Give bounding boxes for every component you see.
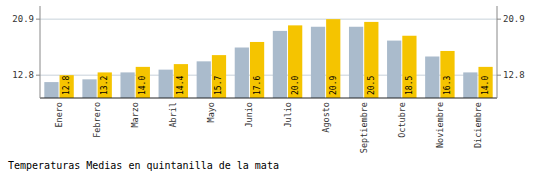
chart: 12.8 13.2 14.0 14.4 15.7 17.6 20.0 20.9 20.5 18.5… xyxy=(0,0,537,174)
x-tick-label: Noviembre xyxy=(435,102,445,148)
data-label: 17.6 xyxy=(253,76,262,95)
bar xyxy=(402,36,416,98)
bar xyxy=(440,51,454,98)
x-tick-label: Enero xyxy=(54,102,64,128)
x-tick-label: Agosto xyxy=(321,102,331,133)
y2-tick xyxy=(497,75,501,76)
bar xyxy=(250,42,264,98)
data-label: 13.2 xyxy=(100,76,109,95)
chart-container: 12.8 13.2 14.0 14.4 15.7 17.6 20.0 20.9 20.5 18.5… xyxy=(0,0,537,174)
bar xyxy=(98,72,112,98)
y2-axis-line xyxy=(497,6,498,98)
bar xyxy=(235,48,249,98)
data-label: 12.8 xyxy=(62,76,71,95)
grid-line xyxy=(40,19,497,20)
bar xyxy=(136,67,150,98)
bar xyxy=(273,31,287,98)
x-tick-label: Junio xyxy=(244,102,254,128)
y-tick-label: 20.9 xyxy=(12,14,34,24)
data-label: 20.5 xyxy=(367,76,376,95)
x-axis-line xyxy=(40,98,497,99)
x-tick-label: Mayo xyxy=(206,102,216,122)
y2-tick xyxy=(497,19,501,20)
y-tick-label: 12.8 xyxy=(12,70,34,80)
bar xyxy=(349,27,363,98)
y-axis-line xyxy=(40,6,41,98)
data-label: 14.0 xyxy=(481,76,490,95)
title: Temperaturas Medias en quintanilla de la… xyxy=(8,160,279,171)
x-tick-label: Febrero xyxy=(92,102,102,138)
data-label: 14.4 xyxy=(176,76,185,95)
x-tick-label: Diciembre xyxy=(473,102,483,148)
bar xyxy=(425,56,439,98)
bar xyxy=(387,41,401,98)
bar xyxy=(463,72,477,98)
bar xyxy=(60,75,74,98)
data-label: 20.9 xyxy=(329,76,338,95)
data-label: 14.0 xyxy=(138,76,147,95)
bars xyxy=(44,19,492,98)
x-tick-label: Septiembre xyxy=(359,102,369,153)
x-tick-label: Julio xyxy=(283,102,293,128)
x-tick-label: Abril xyxy=(168,102,178,128)
data-label: 18.5 xyxy=(405,76,414,95)
bar xyxy=(288,25,302,98)
bar xyxy=(197,61,211,98)
data-label: 16.3 xyxy=(443,76,452,95)
bar xyxy=(82,79,96,98)
data-label: 15.7 xyxy=(214,76,223,95)
bar xyxy=(326,19,340,98)
y2-tick-label: 20.9 xyxy=(503,14,525,24)
bar xyxy=(120,72,134,98)
bar xyxy=(478,67,492,98)
page: {"chart_data": {"type": "bar", "title": … xyxy=(0,0,537,174)
y-tick xyxy=(36,75,40,76)
x-tick-label: Marzo xyxy=(130,102,140,128)
x-tick-label: Octubre xyxy=(397,102,407,138)
data-label: 20.0 xyxy=(291,76,300,95)
bar xyxy=(364,22,378,98)
y2-tick-label: 12.8 xyxy=(503,70,525,80)
bar xyxy=(311,27,325,98)
bar xyxy=(212,55,226,98)
y-tick xyxy=(36,19,40,20)
bar xyxy=(159,70,173,98)
bar xyxy=(174,64,188,98)
bar xyxy=(44,82,58,98)
